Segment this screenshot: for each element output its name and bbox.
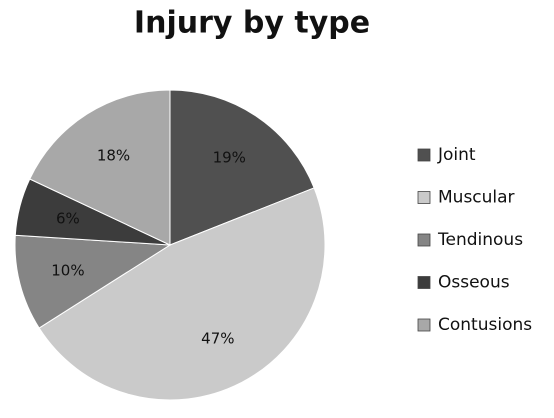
legend-swatch <box>417 318 431 332</box>
data-label: 10% <box>51 262 84 280</box>
legend-swatch <box>417 233 431 247</box>
legend-label: Osseous <box>438 273 510 293</box>
data-label: 19% <box>213 148 246 166</box>
legend-swatch <box>417 276 431 289</box>
legend-swatch <box>417 191 431 204</box>
legend-label: Contusions <box>438 315 532 335</box>
pie-slice <box>169 89 315 246</box>
legend-label: Tendinous <box>437 230 523 250</box>
legend-label: Joint <box>437 145 476 165</box>
data-label: 6% <box>56 209 80 227</box>
pie-slice <box>29 89 171 246</box>
pie-slice <box>38 187 326 401</box>
data-label: 47% <box>201 329 234 347</box>
data-label: 18% <box>97 147 130 165</box>
legend-label: Muscular <box>438 188 515 208</box>
chart-title: Injury by type <box>134 6 370 41</box>
pie-slice <box>14 234 172 329</box>
legend-swatch <box>417 148 431 162</box>
